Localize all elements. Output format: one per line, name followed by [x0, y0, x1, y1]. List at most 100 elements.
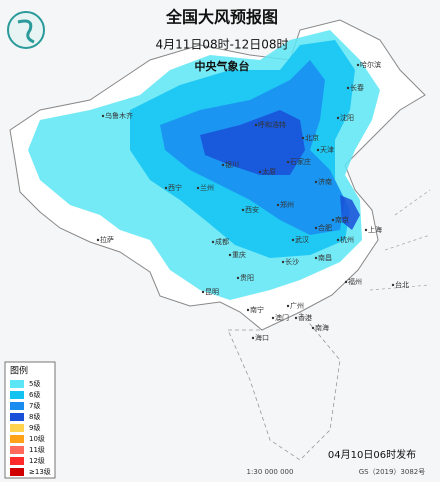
wind-areas [28, 30, 380, 300]
city-dot [281, 260, 285, 264]
city-label: 西宁 [168, 183, 182, 192]
city-label: 贵阳 [240, 273, 254, 282]
scale: 1:30 000 000 [247, 468, 294, 476]
city-label: 哈尔滨 [360, 60, 381, 69]
city-label: 南海 [315, 323, 329, 332]
legend-label: 9级 [29, 423, 40, 432]
city-label: 沈阳 [340, 113, 354, 122]
city-dot [336, 238, 340, 242]
city-dot [316, 148, 320, 152]
city-label: 武汉 [295, 235, 309, 244]
city-dot [228, 253, 232, 257]
city-label: 台北 [395, 280, 409, 289]
legend-swatch [10, 402, 24, 410]
city-dot [314, 180, 318, 184]
city-dot [331, 218, 335, 222]
city-label: 北京 [305, 133, 319, 142]
city-dot [344, 280, 348, 284]
legend-swatch [10, 446, 24, 454]
city-dot [314, 226, 318, 230]
city-label: 香港 [298, 313, 312, 322]
city-dot [356, 63, 360, 67]
city-dot [294, 316, 298, 320]
sea-boundary [369, 189, 431, 291]
subtitle: 4月11日08时-12日08时 [155, 38, 288, 52]
city-label: 上海 [368, 225, 382, 234]
legend-label: ≥13级 [29, 467, 51, 476]
city-label: 银川 [225, 160, 239, 169]
city-dot [286, 160, 290, 164]
city-dot [301, 136, 305, 140]
legend-swatch [10, 391, 24, 399]
city-label: 郑州 [280, 201, 294, 209]
legend-swatch [10, 424, 24, 432]
city-label: 成都 [215, 237, 229, 246]
approval: GS（2019）3082号 [359, 468, 426, 476]
legend-title: 图例 [10, 365, 28, 377]
city-label: 兰州 [200, 183, 214, 192]
logo-ring [7, 11, 45, 49]
city-dot [346, 86, 350, 90]
city-label: 海口 [255, 333, 269, 342]
city-dot [241, 208, 245, 212]
city-label: 拉萨 [100, 235, 114, 244]
city-label: 杭州 [340, 235, 354, 244]
city-dot [196, 186, 200, 190]
city-label: 乌鲁木齐 [105, 111, 133, 120]
city-dot [164, 186, 168, 190]
city-dot [101, 114, 105, 118]
city-dot [336, 116, 340, 120]
city-label: 南京 [335, 215, 349, 224]
city-dot [311, 326, 315, 330]
legend-swatch [10, 413, 24, 421]
city-label: 重庆 [232, 250, 246, 259]
city-label: 长春 [350, 83, 364, 92]
city-label: 合肥 [318, 223, 332, 232]
wind-area [200, 110, 305, 175]
city-label: 济南 [318, 177, 332, 186]
city-label: 广州 [290, 301, 304, 310]
city-dot [221, 163, 225, 167]
city-dot [276, 203, 280, 207]
city-dot [271, 316, 275, 320]
legend-label: 11级 [29, 445, 45, 454]
issued: 04月10日06时发布 [328, 448, 416, 461]
legend-label: 7级 [29, 401, 40, 410]
city-dot [251, 336, 255, 340]
legend-swatch [10, 435, 24, 443]
legend-items: 5级 6级 7级 8级 9级 10级 11级 12级 ≥13级 [10, 379, 51, 476]
city-label: 长沙 [285, 257, 299, 266]
city-label: 福州 [348, 277, 362, 286]
city-label: 呼和浩特 [258, 120, 286, 129]
legend-swatch [10, 457, 24, 465]
city-dot [254, 123, 258, 127]
city-dot [391, 283, 395, 287]
city-label: 天津 [320, 146, 334, 154]
city-dot [201, 290, 205, 294]
city-dot [246, 308, 250, 312]
legend-swatch [10, 468, 24, 476]
legend-label: 5级 [29, 379, 40, 388]
city-dot [211, 240, 215, 244]
city-dot [258, 170, 262, 174]
city-dot [236, 276, 240, 280]
south-sea-line [227, 311, 341, 461]
city-dot [364, 228, 368, 232]
city-label: 石家庄 [290, 157, 311, 166]
city-label: 昆明 [205, 288, 219, 296]
city-label: 南宁 [250, 305, 264, 314]
title: 全国大风预报图 [165, 8, 278, 27]
city-dot [286, 304, 290, 308]
city-label: 太原 [262, 167, 276, 176]
city-label: 南昌 [318, 253, 332, 262]
legend-swatch [10, 380, 24, 388]
city-dot [96, 238, 100, 242]
agency: 中央气象台 [195, 59, 250, 73]
wind-area [340, 195, 360, 230]
legend-label: 6级 [29, 390, 40, 399]
city-label: 西安 [245, 205, 259, 214]
logo [7, 11, 45, 49]
